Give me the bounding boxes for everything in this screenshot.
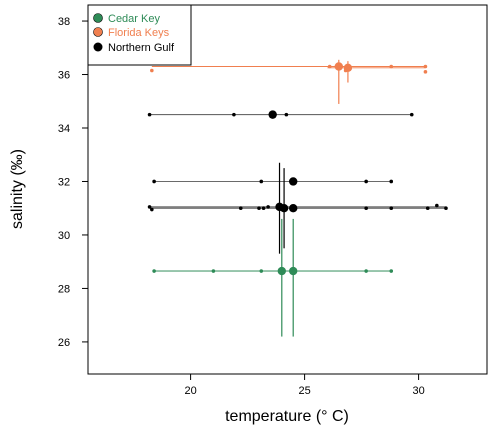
florida-keys-observation-point [150,68,154,73]
northern-gulf-observation-point [150,207,154,212]
legend-label-northern-gulf: Northern Gulf [108,42,175,54]
northern-gulf-observation-point [444,206,448,211]
florida-keys-observation-point [423,70,428,74]
cedar-key-observation-point [259,269,264,273]
errorbars-layer [149,59,446,337]
northern-gulf-mean-point [289,204,298,213]
legend-marker-florida-keys [93,27,103,37]
florida-keys-mean-point [334,62,343,71]
y-tick-label: 32 [58,176,70,188]
legend-marker-cedar-key [93,13,103,23]
northern-gulf-observation-point [389,206,394,211]
y-tick-label: 28 [58,283,70,295]
legend-box [87,4,192,66]
cedar-key-observation-point [364,269,368,273]
northern-gulf-observation-point [266,205,270,209]
florida-keys-observation-point [327,64,332,69]
northern-gulf-mean-point [279,204,289,213]
northern-gulf-mean-point [289,177,298,186]
cedar-key-mean-point [277,266,286,276]
northern-gulf-observation-point [425,206,430,211]
cedar-key-observation-point [389,269,394,273]
y-tick-label: 38 [58,16,70,28]
y-tick-label: 30 [58,230,70,242]
y-tick-label: 36 [58,70,70,82]
y-tick-label: 34 [58,123,70,135]
northern-gulf-observation-point [232,112,236,117]
florida-keys-observation-point [389,64,394,69]
northern-gulf-observation-point [257,206,261,211]
florida-keys-mean-point [343,63,353,73]
northern-gulf-observation-point [147,112,152,117]
x-tick-label: 25 [298,385,310,397]
legend: Cedar Key Florida Keys Northern Gulf [87,4,192,66]
plot-frame [87,4,488,375]
y-tick-label: 26 [58,337,70,349]
northern-gulf-observation-point [284,112,289,117]
legend-marker-northern-gulf [93,42,103,52]
legend-label-florida-keys: Florida Keys [108,27,170,39]
axes-layer: 20 25 30 26 28 30 32 34 36 38 [58,16,425,397]
northern-gulf-observation-point [259,179,264,184]
x-tick-label: 30 [412,385,424,397]
northern-gulf-mean-point [268,110,277,119]
northern-gulf-observation-point [364,179,368,184]
northern-gulf-observation-point [364,206,368,211]
northern-gulf-observation-point [152,179,156,184]
florida-keys-observation-point [423,64,428,69]
northern-gulf-observation-point [389,179,394,184]
legend-label-cedar-key: Cedar Key [108,13,160,25]
northern-gulf-observation-point [147,205,152,209]
x-axis-title: temperature (° C) [225,408,349,425]
northern-gulf-observation-point [261,206,266,211]
cedar-key-observation-point [152,269,156,273]
y-axis-title: salinity (‰) [9,149,26,229]
northern-gulf-observation-point [409,112,414,117]
points-layer [147,62,448,276]
x-tick-label: 20 [184,385,196,397]
cedar-key-mean-point [289,266,298,276]
cedar-key-observation-point [211,269,216,273]
northern-gulf-observation-point [435,203,439,208]
northern-gulf-observation-point [238,206,243,211]
